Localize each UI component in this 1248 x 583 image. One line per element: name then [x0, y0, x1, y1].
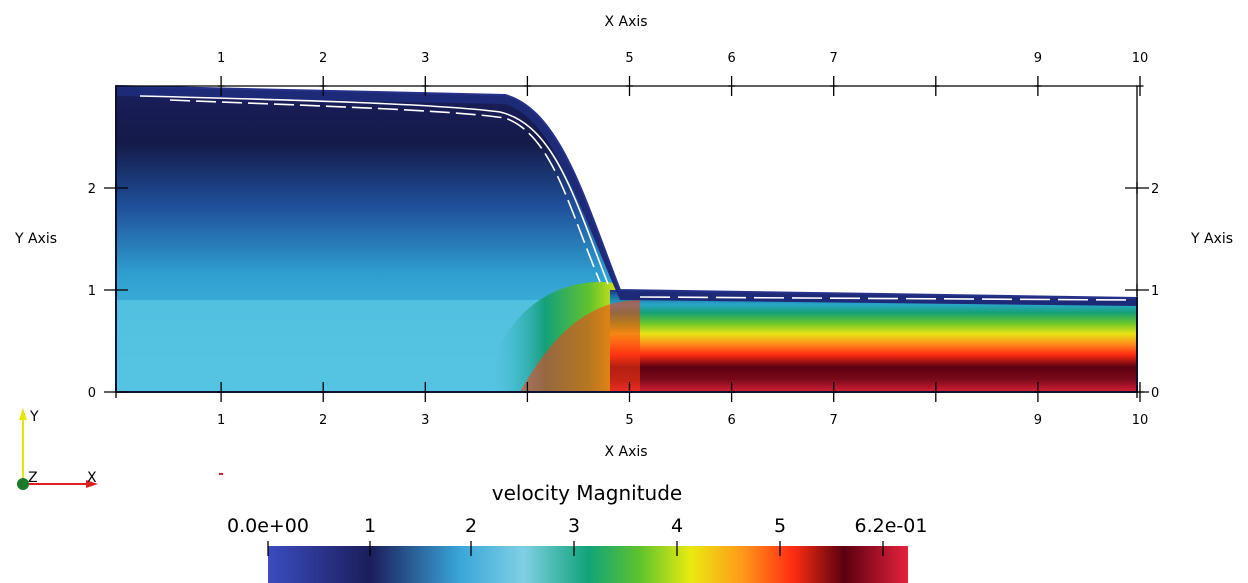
- colorbar-label: 5: [774, 515, 786, 537]
- colorbar-labels: 0.0e+00 1 2 3 4 5 6.2e-01: [227, 515, 927, 556]
- colorbar-title: velocity Magnitude: [492, 481, 682, 505]
- x-tick-label-bottom: 3: [421, 413, 429, 428]
- y-tick-left: [104, 182, 128, 194]
- x-tick-top: [626, 76, 633, 96]
- x-tick-top: [421, 76, 429, 96]
- x-minor-tick-bottom: [523, 382, 531, 402]
- jet-onset: [520, 300, 640, 392]
- color-legend: velocity Magnitude 0.0e+00 1 2 3 4 5 6.2e-01: [227, 481, 927, 583]
- x-tick-label-top: 2: [319, 51, 327, 66]
- y-tick-label-right: 2: [1151, 182, 1159, 197]
- x-tick-bottom: [626, 382, 633, 402]
- x-tick-bottom: [728, 382, 736, 402]
- top-x-axis-title: X Axis: [604, 14, 647, 30]
- x-tick-label-bottom: 10: [1132, 413, 1149, 428]
- x-minor-tick-bottom: [932, 382, 940, 402]
- x-tick-label-top: 9: [1034, 51, 1042, 66]
- x-tick-label-bottom: 7: [830, 413, 838, 428]
- colorbar-label: 3: [568, 515, 580, 537]
- x-tick-top: [319, 76, 327, 96]
- y-tick-label-right: 1: [1151, 284, 1159, 299]
- stray-red-mark: [219, 473, 223, 475]
- bottom-x-axis-title: X Axis: [604, 444, 647, 460]
- x-tick-label-top: 7: [830, 51, 838, 66]
- x-tick-label-bottom: 6: [727, 413, 735, 428]
- domain-outline: [115, 84, 1138, 393]
- colorbar-label: 6.2e-01: [855, 515, 928, 537]
- x-tick-bottom: [319, 382, 327, 402]
- colorbar-label: 0.0e+00: [227, 515, 309, 537]
- x-tick-bottom: [830, 382, 838, 402]
- y-tick-right: [1125, 284, 1149, 296]
- y-tick-label-left: 1: [88, 284, 96, 299]
- orientation-z-axis-dot-icon: [17, 478, 29, 490]
- surface-streaks: [139, 95, 1131, 301]
- streak-line: [639, 296, 1131, 301]
- outlet-jet: [610, 290, 1137, 392]
- orientation-x-label: X: [87, 470, 97, 486]
- y-tick-label-left: 0: [88, 386, 96, 401]
- colorbar-label: 4: [671, 515, 683, 537]
- x-tick-label-top: 6: [727, 51, 735, 66]
- x-tick-label-top: 1: [217, 51, 225, 66]
- x-tick-label-bottom: 5: [625, 413, 633, 428]
- colorbar-label: 1: [364, 515, 376, 537]
- right-y-axis-title: Y Axis: [1190, 231, 1233, 247]
- x-minor-tick-top: [523, 76, 531, 96]
- orientation-y-arrow-icon: [19, 408, 27, 420]
- y-tick-right: [1125, 386, 1149, 398]
- orientation-y-label: Y: [29, 409, 39, 425]
- orientation-axes-widget: Y Z X: [17, 408, 98, 490]
- colorbar-label: 2: [465, 515, 477, 537]
- x-tick-label-bottom: 9: [1034, 413, 1042, 428]
- x-tick-label-bottom: 1: [217, 413, 225, 428]
- x-minor-tick-top: [932, 76, 940, 96]
- x-tick-label-top: 5: [625, 51, 633, 66]
- left-y-axis-title: Y Axis: [14, 231, 57, 247]
- x-tick-top: [830, 76, 838, 96]
- y-tick-label-right: 0: [1151, 386, 1159, 401]
- y-tick-right: [1125, 182, 1149, 194]
- y-tick-label-left: 2: [88, 182, 96, 197]
- x-tick-bottom: [1034, 382, 1042, 402]
- y-tick-left: [104, 386, 128, 398]
- colorbar-gradient: [268, 546, 908, 583]
- x-tick-label-top: 10: [1132, 51, 1149, 66]
- x-tick-label-bottom: 2: [319, 413, 327, 428]
- x-tick-top: [1136, 76, 1144, 96]
- x-tick-bottom: [217, 382, 225, 402]
- x-tick-label-top: 3: [421, 51, 429, 66]
- orientation-z-label: Z: [28, 470, 38, 486]
- x-tick-top: [217, 76, 225, 96]
- streak-line: [169, 99, 601, 283]
- orientation-x-arrow-icon: [86, 480, 98, 488]
- x-tick-top: [1034, 76, 1042, 96]
- y-tick-left: [104, 284, 128, 296]
- streak-line: [139, 95, 609, 285]
- x-tick-bottom: [421, 382, 429, 402]
- x-tick-top: [728, 76, 736, 96]
